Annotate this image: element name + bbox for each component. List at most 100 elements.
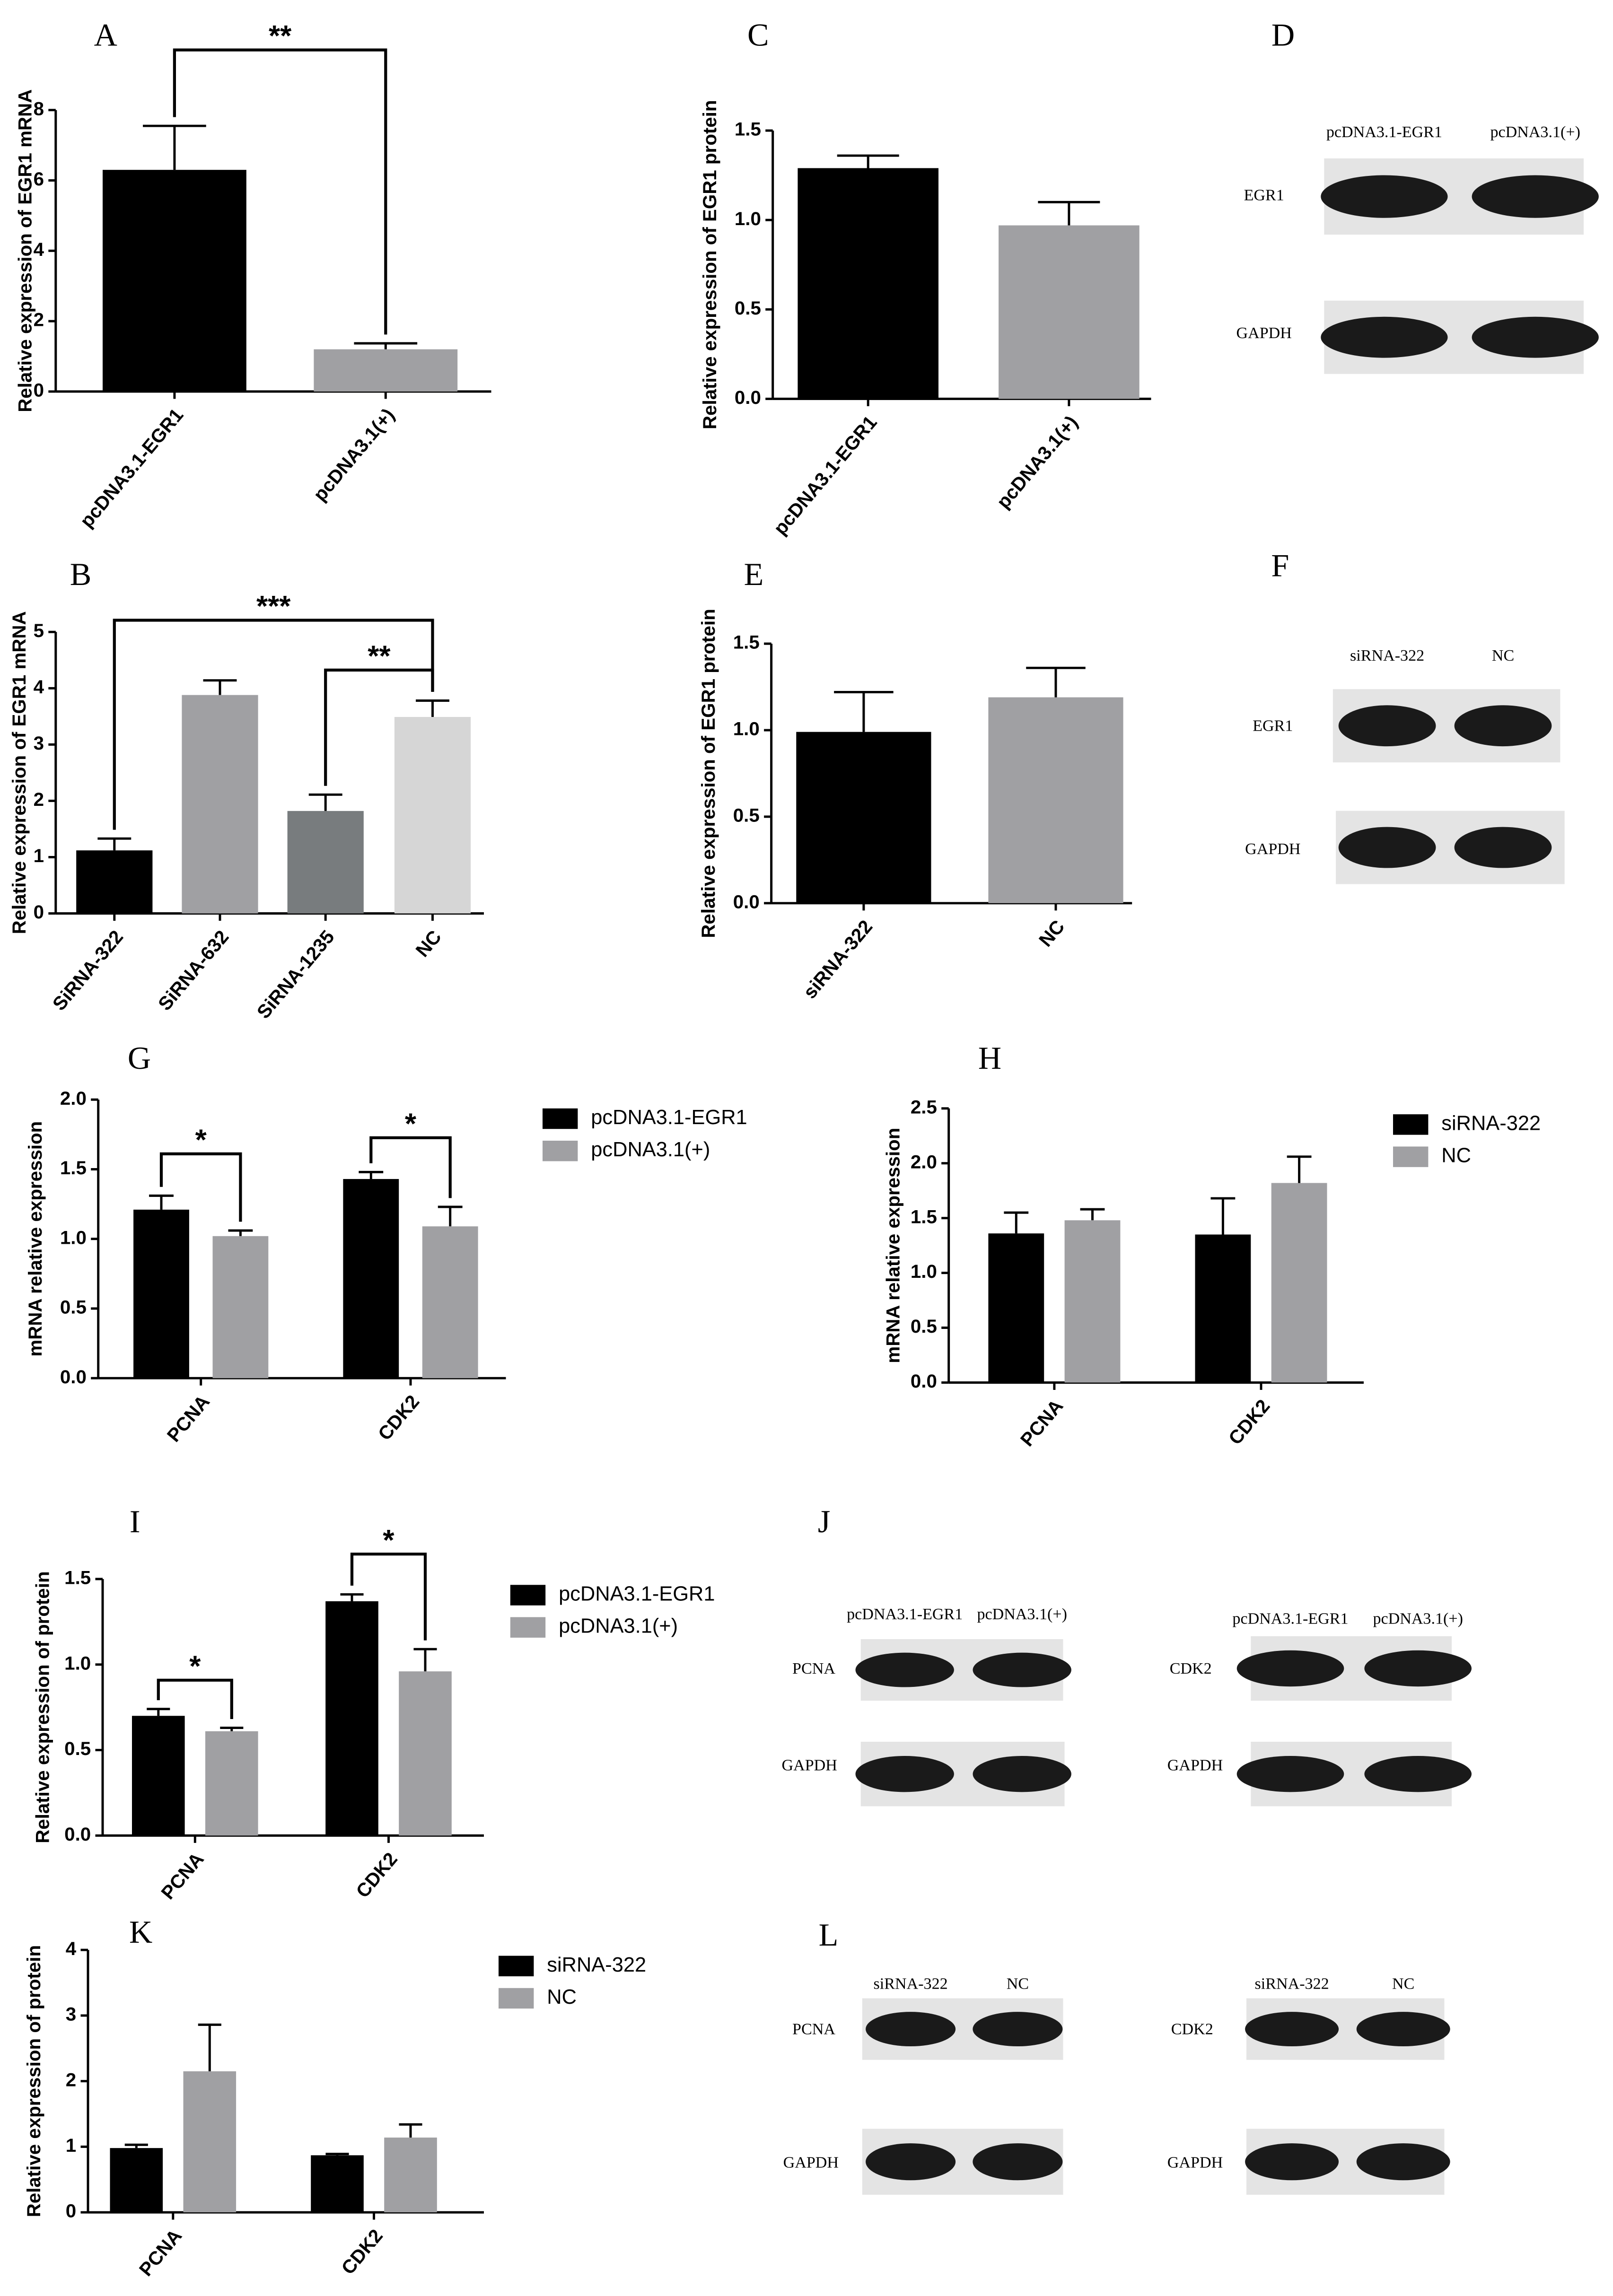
blot-band (973, 2143, 1063, 2181)
blot-band (855, 1756, 954, 1792)
y-tick-label: 0.5 (733, 805, 760, 826)
y-tick-label: 0.0 (733, 891, 760, 912)
blot-band (1454, 705, 1552, 747)
panel-label: G (128, 1040, 151, 1076)
lane-label: pcDNA3.1-EGR1 (847, 1606, 963, 1623)
lane-label: pcDNA3.1(+) (1373, 1610, 1463, 1628)
legend-label: pcDNA3.1-EGR1 (591, 1106, 747, 1129)
blot-band (1364, 1756, 1472, 1792)
legend-label: siRNA-322 (547, 1954, 646, 1976)
significance-label: ** (368, 640, 391, 672)
bar (287, 811, 364, 914)
y-tick-label: 5 (34, 620, 44, 641)
panel-label: F (1271, 548, 1289, 584)
bar (314, 349, 458, 392)
row-label: CDK2 (1170, 1660, 1212, 1677)
y-tick-label: 4 (66, 1938, 77, 1959)
y-tick-label: 0 (66, 2200, 76, 2222)
lane-label: pcDNA3.1(+) (977, 1606, 1067, 1623)
blot-band (1236, 1756, 1344, 1792)
legend-swatch (510, 1617, 546, 1638)
bar (1064, 1220, 1121, 1383)
y-tick-label: 1.0 (60, 1227, 87, 1248)
blot-band (1454, 827, 1552, 868)
bar (988, 1233, 1044, 1383)
y-tick-label: 1 (34, 845, 44, 866)
lane-label: pcDNA3.1(+) (1490, 123, 1580, 141)
row-label: PCNA (792, 1660, 835, 1677)
bar (1195, 1234, 1251, 1383)
lane-label: NC (1392, 1975, 1414, 1992)
lane-label: NC (1492, 647, 1514, 664)
y-tick-label: 0.0 (735, 387, 761, 408)
lane-label: siRNA-322 (1255, 1975, 1329, 1992)
bar (394, 717, 471, 914)
bar (798, 168, 938, 399)
y-tick-label: 1.5 (735, 119, 761, 140)
y-tick-label: 0.0 (64, 1824, 91, 1845)
bar (182, 695, 258, 914)
significance-bracket (159, 1152, 242, 1222)
significance-label: * (189, 1650, 201, 1683)
panel-label: E (744, 556, 764, 592)
legend-label: NC (547, 1986, 577, 2008)
y-tick-label: 8 (34, 98, 44, 119)
legend-swatch (510, 1585, 546, 1606)
y-tick-label: 2 (34, 789, 44, 810)
bar (325, 1601, 378, 1836)
panel-label: C (747, 17, 769, 52)
significance-label: ** (269, 20, 292, 52)
significance-bracket (369, 1136, 452, 1198)
significance-bracket (324, 668, 434, 786)
bar (103, 170, 246, 392)
legend-swatch (1393, 1114, 1429, 1135)
y-tick-label: 1.5 (733, 632, 760, 653)
panel-label: L (819, 1917, 839, 1953)
bar (422, 1226, 478, 1379)
legend-swatch (543, 1141, 578, 1161)
y-tick-label: 6 (34, 168, 44, 190)
row-label: GAPDH (781, 1757, 837, 1774)
blot-band (1364, 1650, 1472, 1687)
blot-band (1356, 2012, 1450, 2047)
y-axis-label: Relative expression of protein (23, 1945, 44, 2217)
row-label: GAPDH (1236, 324, 1291, 342)
significance-label: * (195, 1124, 207, 1156)
blot-band (1321, 316, 1448, 358)
lane-label: siRNA-322 (874, 1975, 948, 1992)
bar (999, 225, 1140, 399)
significance-bracket (157, 1678, 233, 1719)
blot-band (973, 1756, 1071, 1792)
row-label: GAPDH (1167, 2154, 1223, 2172)
y-tick-label: 0 (34, 901, 44, 923)
y-tick-label: 0.0 (911, 1371, 937, 1392)
y-axis-label: mRNA relative expression (25, 1121, 46, 1357)
lane-label: pcDNA3.1-EGR1 (1232, 1610, 1348, 1628)
y-tick-label: 1.0 (733, 718, 760, 740)
y-tick-label: 0.5 (735, 297, 761, 319)
blot-band (1338, 705, 1436, 747)
lane-label: NC (1007, 1975, 1029, 1992)
bar (212, 1236, 269, 1379)
y-tick-label: 2 (66, 2069, 76, 2090)
bar (205, 1731, 258, 1836)
blot-band (1472, 175, 1599, 218)
bar (1271, 1183, 1327, 1383)
blot-band (1236, 1650, 1344, 1687)
y-tick-label: 0.0 (60, 1366, 87, 1388)
panel-label: B (70, 556, 91, 592)
legend-label: pcDNA3.1(+) (559, 1615, 678, 1638)
bar (988, 697, 1123, 903)
bar (343, 1179, 399, 1379)
y-tick-label: 1.5 (911, 1206, 937, 1227)
legend-label: pcDNA3.1-EGR1 (559, 1582, 715, 1605)
y-tick-label: 3 (66, 2004, 76, 2025)
y-tick-label: 1.0 (64, 1652, 91, 1674)
legend-swatch (499, 1956, 534, 1976)
blot-band (1245, 2012, 1339, 2047)
y-tick-label: 4 (34, 239, 44, 260)
y-tick-label: 1.5 (64, 1567, 91, 1589)
y-tick-label: 2.0 (911, 1151, 937, 1172)
blot-band (1356, 2143, 1450, 2181)
